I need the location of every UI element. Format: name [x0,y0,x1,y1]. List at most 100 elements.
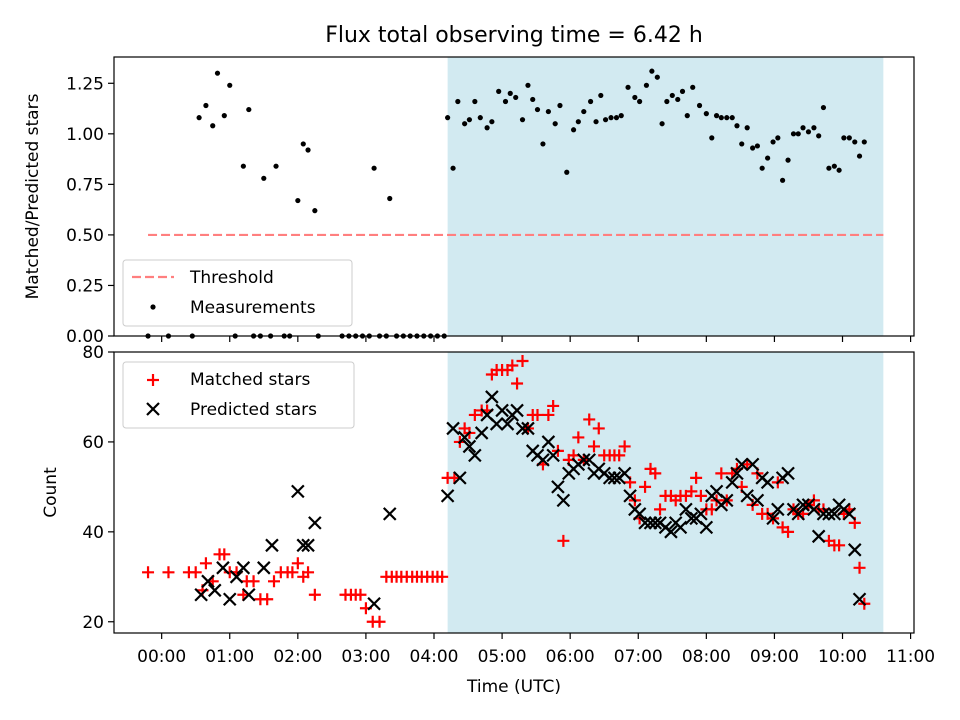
top-y-label: Matched/Predicted stars [23,93,43,299]
matched-star-point [436,570,449,583]
measurement-point [739,141,745,147]
predicted-star-point [750,493,765,508]
matched-star-point [542,408,555,421]
y-tick-label: 1.00 [66,125,104,145]
matched-star-point [354,588,367,601]
measurement-point [602,117,609,123]
predicted-star-point [474,426,489,440]
predicted-star-point [515,421,530,436]
measurement-point [519,117,526,123]
x-tick-label: 04:00 [410,647,459,667]
matched-star-point [557,534,570,547]
predicted-star-point [607,471,622,485]
predicted-star-point [673,520,688,535]
measurement-point [684,113,690,119]
predicted-star-point [719,493,734,508]
matched-star-point [468,408,481,421]
measurement-point [729,115,735,121]
measurement-point [690,84,696,90]
measurement-point [836,167,842,173]
measurement-point [613,115,620,121]
predicted-star-point [827,507,842,521]
measurement-point [210,123,216,129]
predicted-star-point [495,403,509,418]
predicted-star-point [194,588,208,602]
predicted-star-point [296,538,311,553]
predicted-star-point [842,507,857,521]
predicted-star-point [577,453,591,467]
matched-star-point [218,548,231,561]
predicted-star-point [301,538,315,553]
matched-star-point [833,539,846,552]
predicted-star-point [617,466,632,481]
predicted-star-point [510,403,524,418]
matched-star-point [268,575,280,588]
measurement-point [637,98,643,105]
measurement-point [387,195,393,202]
y-tick-label: 40 [82,523,104,543]
measurement-point [734,123,740,129]
y-tick-label: 1.25 [66,74,104,94]
legend-predicted-swatch [146,402,160,416]
measurement-point [675,96,681,103]
measurement-point [221,113,227,119]
predicted-star-point [807,502,821,517]
measurement-point [196,115,202,121]
measurement-point [696,102,703,109]
measurement-point [816,133,822,139]
predicted-star-point [367,596,381,611]
measurement-point [575,119,581,125]
y-tick-label: 80 [82,343,104,363]
matched-star-point [649,467,662,480]
measurement-point [496,88,502,94]
matched-star-point [291,557,304,570]
matched-star-point [782,525,795,538]
matched-star-point [572,431,585,444]
predicted-star-point [308,516,322,530]
x-tick-label: 00:00 [137,647,186,667]
measurement-point [679,88,686,94]
measurement-point [489,119,495,125]
predicted-star-point [236,561,251,575]
measurement-point [450,165,456,171]
measurement-point [507,90,513,96]
matched-star-point [511,377,524,390]
measurement-point [831,163,837,169]
chart-title: Flux total observing time = 6.42 h [325,23,703,48]
legend-predicted-label: Predicted stars [190,400,317,420]
measurement-point [669,92,675,99]
predicted-star-point [694,507,708,521]
x-tick-label: 10:00 [818,647,867,667]
measurement-point [618,113,624,119]
top-axes-frame [113,56,915,337]
predicted-star-point [500,417,515,431]
measurement-point [765,155,771,161]
matched-star-point [531,408,544,421]
x-tick-label: 09:00 [750,647,799,667]
measurement-point [598,92,604,99]
measurement-point [246,106,252,113]
predicted-star-point [485,390,499,404]
predicted-star-point [440,489,455,503]
x-tick-label: 01:00 [205,647,254,667]
bottom-x-axis: 00:00 01:00 02:00 03:00 04:00 05:00 06:00 07:00… [137,633,935,667]
measurement-point [477,115,483,121]
y-tick-label: 0.00 [66,327,104,347]
measurement-point [852,139,858,145]
legend-measurements-swatch [150,304,156,310]
x-tick-label: 03:00 [341,647,390,667]
bottom-y-axis: 20 40 60 80 [82,343,114,633]
measurement-point [261,175,267,181]
predicted-star-point [446,421,460,436]
measurement-point [754,143,761,149]
predicted-star-point [771,502,785,517]
measurement-point [564,169,570,175]
measurement-point [557,102,563,109]
measurement-point [300,141,306,147]
matched-star-point [302,566,315,579]
measurement-point [312,208,318,214]
predicted-star-point [760,475,775,490]
measurement-point [581,108,587,115]
matched-star-point [247,575,260,588]
